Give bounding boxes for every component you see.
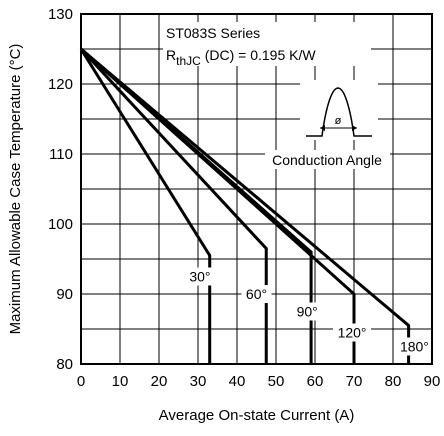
angle-symbol: ø — [335, 115, 342, 127]
x-tick-label: 40 — [229, 373, 246, 390]
series-label: 180° — [400, 339, 429, 355]
series-label: 30° — [189, 269, 210, 285]
series-line — [79, 48, 212, 364]
x-tick-label: 20 — [151, 373, 168, 390]
series-label-bg — [292, 302, 323, 321]
conduction-label-bg — [265, 150, 390, 169]
y-axis-title: Maximum Allowable Case Temperature (°C) — [7, 44, 24, 335]
annotation: ST083S Series RthJC (DC) = 0.195 K/W ø Cond… — [163, 22, 390, 169]
x-tick-label: 10 — [112, 373, 129, 390]
y-tick-label: 110 — [49, 146, 73, 163]
y-tick-label: 120 — [48, 76, 73, 93]
x-tick-label: 50 — [268, 373, 285, 390]
thermal-resistance-text: RthJC (DC) = 0.195 K/W — [166, 47, 316, 68]
series-label: 60° — [246, 286, 267, 302]
series-label-bg — [394, 337, 435, 356]
series-label-bg — [184, 267, 215, 286]
series-line — [80, 47, 313, 364]
y-tick-label: 100 — [48, 216, 73, 233]
series-label: 90° — [297, 304, 318, 320]
grid — [81, 14, 432, 364]
x-axis-title: Average On-state Current (A) — [159, 407, 355, 424]
x-tick-label: 80 — [385, 373, 402, 390]
x-tick-label: 30 — [190, 373, 207, 390]
series-name-text: ST083S Series — [166, 25, 260, 41]
annotation-bg — [163, 22, 371, 66]
curves: 30° 60° 90° 120° 180° — [79, 47, 435, 364]
conduction-angle-label: Conduction Angle — [272, 152, 382, 168]
series-line — [79, 47, 268, 364]
waveform-bg — [300, 80, 378, 140]
y-tick-label: 80 — [56, 356, 73, 373]
series-label: 120° — [338, 325, 367, 341]
tick-labels: 0 10 20 30 40 50 60 70 80 90 80 90 100 110 120 130 — [48, 6, 440, 390]
x-tick-label: 70 — [346, 373, 363, 390]
series-label-bg — [333, 323, 372, 342]
y-tick-label: 130 — [48, 6, 73, 23]
x-tick-label: 90 — [424, 373, 441, 390]
waveform-icon — [306, 87, 372, 137]
series-label-bg — [241, 285, 272, 303]
x-tick-label: 60 — [307, 373, 324, 390]
x-tick-label: 0 — [77, 373, 85, 390]
plot-frame — [80, 13, 433, 365]
y-tick-label: 90 — [56, 286, 73, 303]
